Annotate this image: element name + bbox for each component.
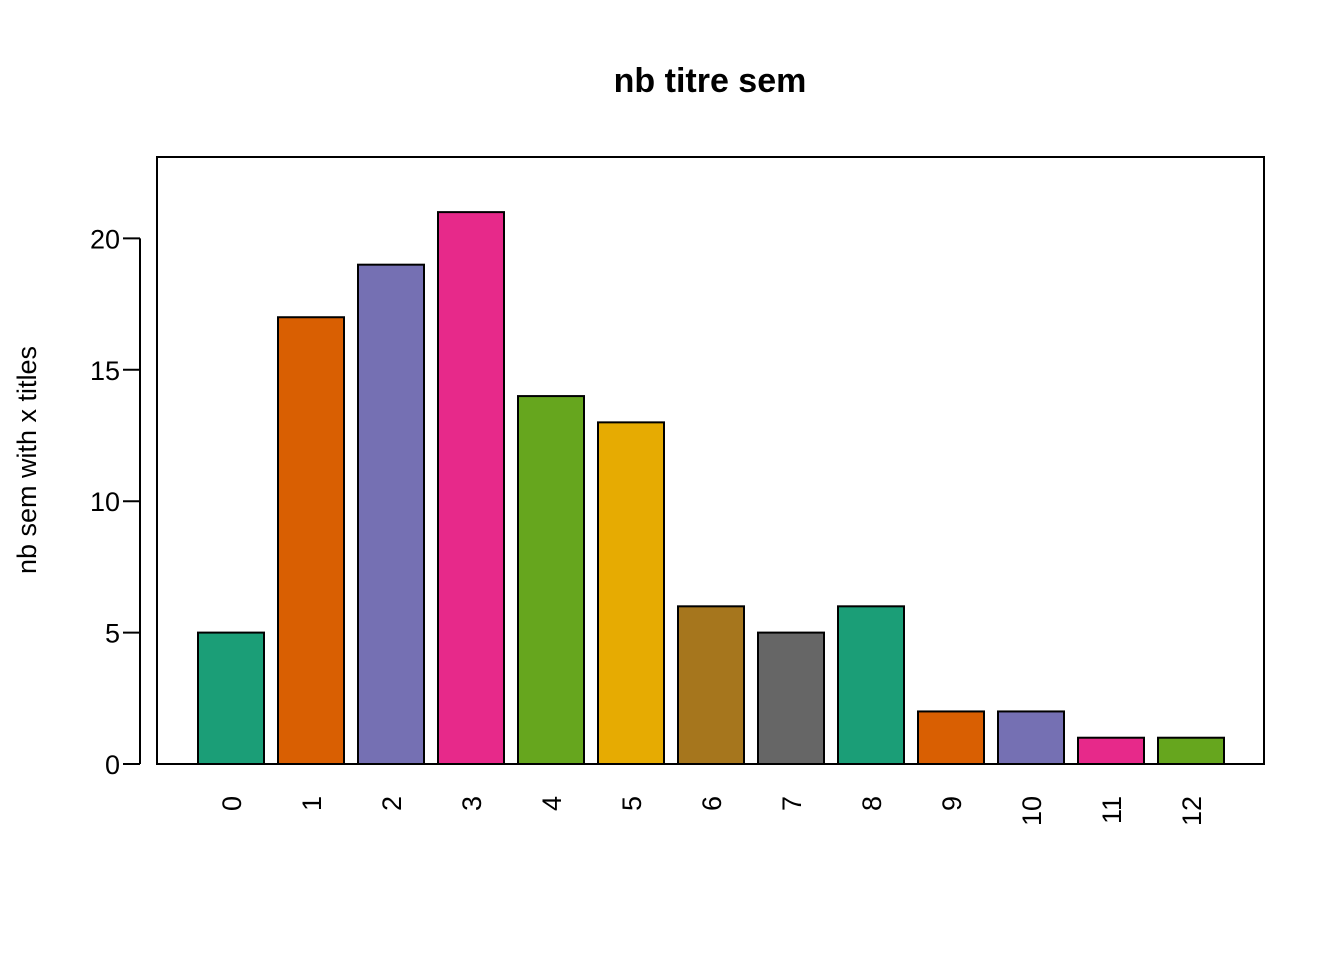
- y-tick-label-0: 0: [105, 750, 120, 780]
- x-tick-label-9: 9: [937, 796, 967, 811]
- x-axis-labels: 0 1 2 3 4 5 6 7 8 9 10 11 12: [217, 796, 1207, 826]
- bar-11: [1078, 738, 1144, 764]
- bar-2: [358, 265, 424, 764]
- y-tick-label-20: 20: [90, 224, 120, 254]
- bar-3: [438, 212, 504, 764]
- x-tick-label-4: 4: [537, 796, 567, 811]
- bar-12: [1158, 738, 1224, 764]
- x-tick-label-0: 0: [217, 796, 247, 811]
- x-tick-label-12: 12: [1177, 796, 1207, 826]
- bars-group: [198, 212, 1224, 764]
- x-tick-label-10: 10: [1017, 796, 1047, 826]
- x-tick-label-8: 8: [857, 796, 887, 811]
- x-tick-label-1: 1: [297, 796, 327, 811]
- bar-0: [198, 633, 264, 764]
- x-tick-label-5: 5: [617, 796, 647, 811]
- x-tick-label-3: 3: [457, 796, 487, 811]
- y-axis: 0 5 10 15 20: [90, 224, 140, 780]
- bar-7: [758, 633, 824, 764]
- bar-9: [918, 711, 984, 764]
- y-tick-label-10: 10: [90, 487, 120, 517]
- x-tick-label-11: 11: [1097, 796, 1127, 824]
- bar-6: [678, 606, 744, 764]
- bar-8: [838, 606, 904, 764]
- chart-title: nb titre sem: [614, 62, 807, 100]
- y-tick-label-15: 15: [90, 356, 120, 386]
- y-axis-label: nb sem with x titles: [12, 346, 42, 574]
- x-tick-label-6: 6: [697, 796, 727, 811]
- x-tick-label-2: 2: [377, 796, 407, 811]
- bar-10: [998, 711, 1064, 764]
- bar-5: [598, 422, 664, 764]
- bar-4: [518, 396, 584, 764]
- y-tick-label-5: 5: [105, 619, 120, 649]
- x-tick-label-7: 7: [777, 796, 807, 811]
- bar-1: [278, 317, 344, 764]
